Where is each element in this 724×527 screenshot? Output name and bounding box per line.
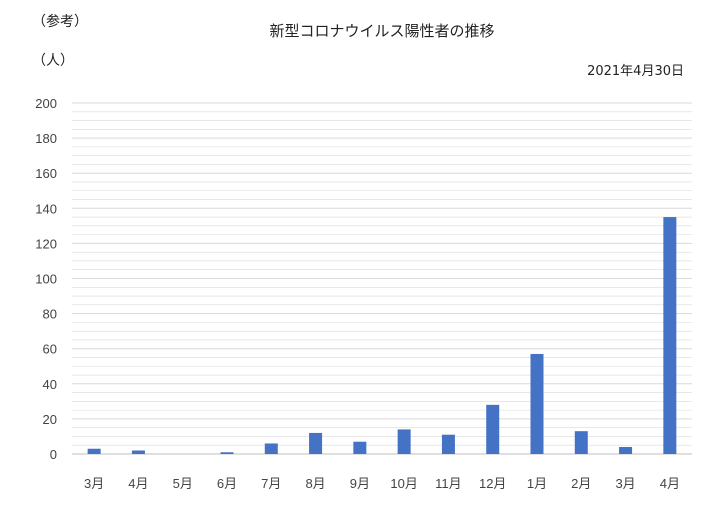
- x-tick-label: 10月: [390, 476, 417, 491]
- bar: [264, 443, 278, 454]
- bar: [397, 429, 411, 454]
- x-tick-label: 2月: [571, 476, 591, 491]
- x-tick-label: 1月: [527, 476, 547, 491]
- reference-note: （参考）: [32, 14, 88, 30]
- bar: [486, 404, 500, 454]
- bar: [530, 353, 544, 454]
- bar: [353, 441, 367, 454]
- y-axis-labels: 0 20 40 60 80 100 120 140 160 180 200: [35, 96, 57, 462]
- x-tick-label: 4月: [660, 476, 680, 491]
- y-tick-label: 20: [43, 412, 57, 427]
- y-tick-label: 160: [35, 166, 57, 181]
- x-axis-labels: 3月 4月 5月 6月 7月 8月 9月 10月 11月 12月 1月 2月 3月 4月: [84, 476, 680, 491]
- chart-title: 新型コロナウイルス陽性者の推移: [269, 22, 495, 40]
- y-tick-label: 40: [43, 377, 57, 392]
- x-tick-label: 5月: [173, 476, 193, 491]
- x-tick-label: 9月: [350, 476, 370, 491]
- y-tick-label: 200: [35, 96, 57, 111]
- y-tick-label: 80: [43, 307, 57, 322]
- bar: [663, 217, 677, 454]
- x-tick-label: 3月: [84, 476, 104, 491]
- bar: [619, 446, 633, 454]
- y-tick-label: 100: [35, 272, 57, 287]
- x-tick-label: 12月: [479, 476, 506, 491]
- x-tick-label: 11月: [435, 476, 462, 491]
- y-axis-unit: （人）: [32, 53, 74, 69]
- x-tick-label: 8月: [305, 476, 325, 491]
- y-tick-label: 60: [43, 342, 57, 357]
- chart-date: 2021年4月30日: [587, 64, 684, 79]
- y-tick-label: 180: [35, 131, 57, 146]
- gridlines: [72, 102, 692, 455]
- x-tick-label: 3月: [615, 476, 635, 491]
- bar: [220, 452, 234, 454]
- y-tick-label: 120: [35, 236, 57, 251]
- bar: [574, 431, 588, 454]
- bar: [131, 450, 145, 454]
- bar: [309, 432, 323, 454]
- x-tick-label: 6月: [217, 476, 237, 491]
- bar: [441, 434, 455, 454]
- x-tick-label: 7月: [261, 476, 281, 491]
- bars: [87, 217, 677, 454]
- y-tick-label: 140: [35, 201, 57, 216]
- x-tick-label: 4月: [128, 476, 148, 491]
- bar: [87, 448, 101, 454]
- y-tick-label: 0: [50, 447, 57, 462]
